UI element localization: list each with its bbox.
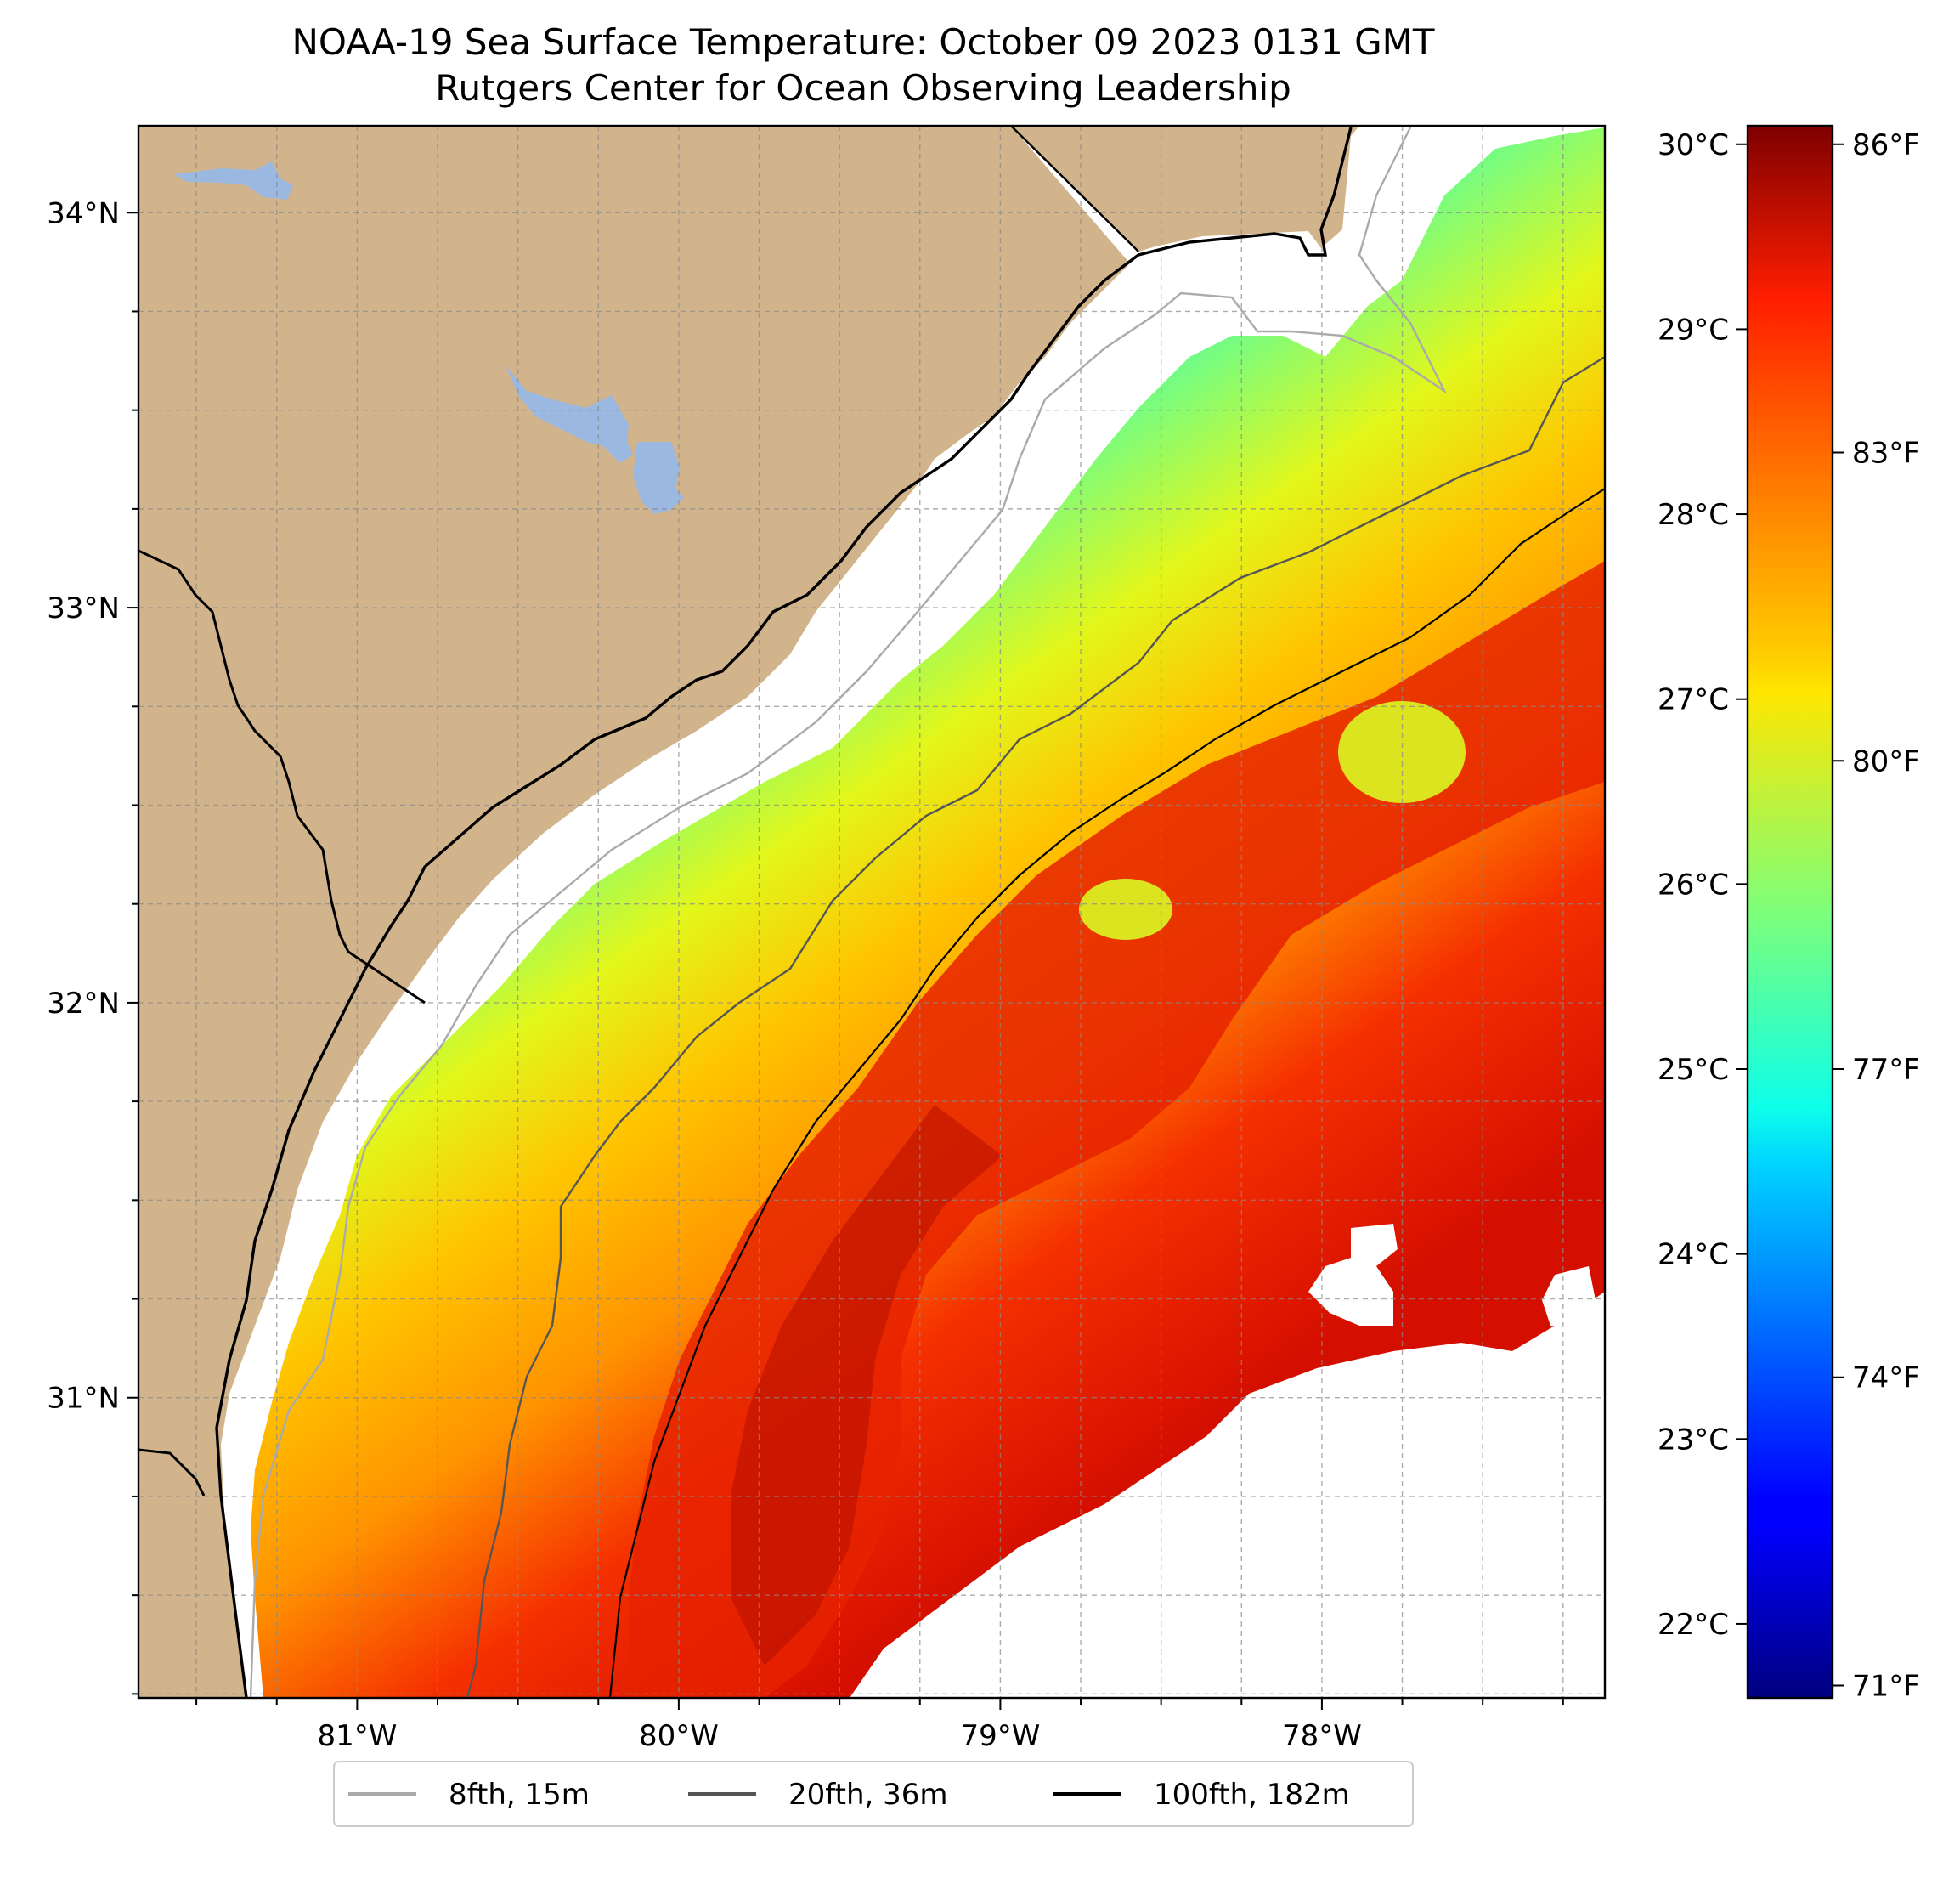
lon-label: 79°W [960,1719,1040,1753]
colorbar-c-label: 23°C [1658,1423,1729,1457]
lat-label: 32°N [47,987,120,1021]
legend: 8fth, 15m 20fth, 36m 100fth, 182m [333,1761,1414,1827]
coastline [215,127,1353,1698]
map-title: NOAA-19 Sea Surface Temperature: October… [291,21,1434,63]
colorbar-c-label: 24°C [1658,1238,1729,1272]
latitude-labels: 34°N 33°N 32°N 31°N [47,196,120,1415]
cloud-patch-3 [1321,1389,1364,1423]
colorbar-c-label: 30°C [1658,128,1729,162]
isobath-100fth [608,488,1605,1698]
colorbar-f-label: 71°F [1852,1669,1920,1703]
colorbar-celsius-labels: 30°C 29°C 28°C 27°C 26°C 25°C 24°C 23°C 22°C [1658,128,1748,1642]
small-eddy [1079,879,1172,940]
lake-2 [506,365,633,463]
lake-1 [174,161,293,200]
lat-label: 34°N [47,196,120,230]
map-subtitle: Rutgers Center for Ocean Observing Leade… [435,67,1291,109]
state-border [1010,126,1139,252]
gridlines [138,126,1605,1698]
isobath-8fth [249,127,1448,1698]
colorbar-f-label: 83°F [1852,437,1920,471]
lon-label: 78°W [1282,1719,1362,1753]
colorbar-f-label: 74°F [1852,1361,1920,1395]
longitude-labels: 81°W 80°W 79°W 78°W [317,1719,1361,1753]
isobath-20fth [466,355,1605,1698]
colorbar-c-label: 25°C [1658,1053,1729,1087]
colorbar-c-label: 28°C [1658,498,1729,532]
colorbar-c-label: 22°C [1658,1608,1729,1642]
colorbar-c-label: 29°C [1658,313,1729,347]
lon-label: 81°W [317,1719,397,1753]
cloud-patch-2 [1542,1266,1597,1330]
legend-box [333,1761,1414,1827]
axis-ticks [127,212,1564,1710]
colorbar [1746,124,1834,1700]
colorbar-f-label: 86°F [1852,128,1920,162]
gulf-stream-core [629,561,1605,1698]
map-area [138,126,1605,1698]
lat-label: 31°N [47,1382,120,1416]
southern-border [138,1448,206,1496]
legend-label: 8fth, 15m [449,1778,590,1812]
colorbar-f-label: 77°F [1852,1053,1920,1087]
river-border [138,549,426,1004]
gulf-stream-inner [731,1105,1003,1666]
sst-field [251,127,1605,1698]
lake-3 [633,442,684,514]
legend-label: 20fth, 36m [788,1778,948,1812]
colorbar-f-label: 80°F [1852,744,1920,778]
cloud-patch-1 [1308,1224,1398,1326]
colorbar-c-label: 26°C [1658,868,1729,902]
lon-label: 80°W [639,1719,719,1753]
legend-label: 100fth, 182m [1154,1778,1350,1812]
colorbar-c-label: 27°C [1658,683,1729,717]
map-frame [137,124,1607,1700]
colorbar-fahrenheit-labels: 86°F 83°F 80°F 77°F 74°F 71°F [1833,128,1920,1703]
lat-label: 33°N [47,591,120,625]
